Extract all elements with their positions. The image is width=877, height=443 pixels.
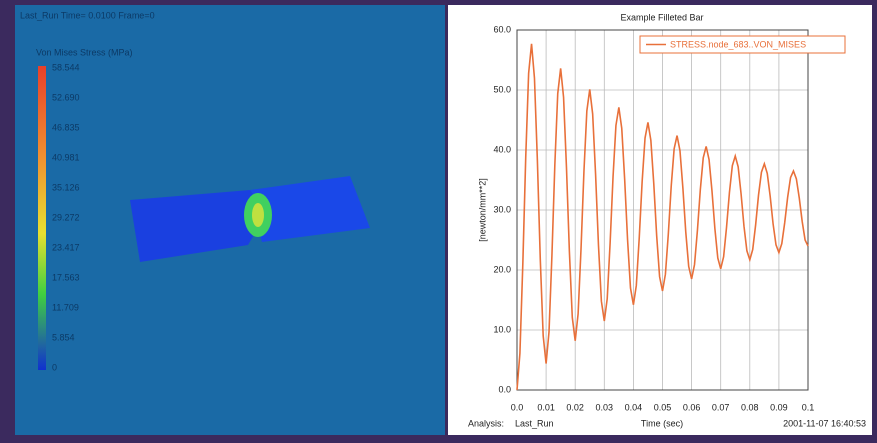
legend-value: 52.690 bbox=[52, 92, 80, 102]
x-tick-label: 0.08 bbox=[741, 402, 759, 412]
legend-title: Von Mises Stress (MPa) bbox=[36, 47, 133, 57]
y-tick-label: 20.0 bbox=[493, 264, 511, 274]
legend-value: 23.417 bbox=[52, 242, 80, 252]
y-tick-label: 10.0 bbox=[493, 324, 511, 334]
x-tick-label: 0.09 bbox=[770, 402, 788, 412]
x-tick-label: 0.1 bbox=[802, 402, 815, 412]
legend-value: 11.709 bbox=[52, 302, 79, 312]
y-tick-label: 0.0 bbox=[498, 384, 511, 394]
x-tick-label: 0.03 bbox=[596, 402, 614, 412]
analysis-label: Analysis: bbox=[468, 418, 504, 428]
x-tick-label: 0.04 bbox=[625, 402, 643, 412]
x-tick-label: 0.06 bbox=[683, 402, 701, 412]
legend-value: 40.981 bbox=[52, 152, 80, 162]
chart-title: Example Filleted Bar bbox=[620, 12, 703, 22]
legend-value: 58.544 bbox=[52, 62, 80, 72]
legend-value: 35.126 bbox=[52, 182, 80, 192]
x-tick-label: 0.02 bbox=[566, 402, 584, 412]
x-tick-label: 0.07 bbox=[712, 402, 730, 412]
page: Last_Run Time= 0.0100 Frame=0 Von Mises … bbox=[0, 0, 877, 438]
color-bar bbox=[38, 66, 46, 370]
legend-value: 5.854 bbox=[52, 332, 75, 342]
legend-label: STRESS.node_683..VON_MISES bbox=[670, 39, 806, 49]
x-tick-label: 0.01 bbox=[537, 402, 555, 412]
legend-value: 46.835 bbox=[52, 122, 80, 132]
x-axis-label: Time (sec) bbox=[641, 418, 683, 428]
y-tick-label: 60.0 bbox=[493, 24, 511, 34]
y-tick-label: 50.0 bbox=[493, 84, 511, 94]
legend-value: 17.563 bbox=[52, 272, 80, 282]
analysis-name: Last_Run bbox=[515, 418, 554, 428]
y-tick-label: 30.0 bbox=[493, 204, 511, 214]
legend-value: 0 bbox=[52, 362, 57, 372]
model-hotspot bbox=[252, 203, 264, 227]
y-axis-label: [newton/mm**2] bbox=[477, 178, 487, 242]
viewport-header: Last_Run Time= 0.0100 Frame=0 bbox=[20, 10, 155, 20]
screen: Last_Run Time= 0.0100 Frame=0 Von Mises … bbox=[0, 0, 877, 438]
y-tick-label: 40.0 bbox=[493, 144, 511, 154]
x-tick-label: 0.05 bbox=[654, 402, 672, 412]
x-tick-label: 0.0 bbox=[511, 402, 524, 412]
legend-value: 29.272 bbox=[52, 212, 80, 222]
timestamp: 2001-11-07 16:40:53 bbox=[783, 418, 866, 428]
